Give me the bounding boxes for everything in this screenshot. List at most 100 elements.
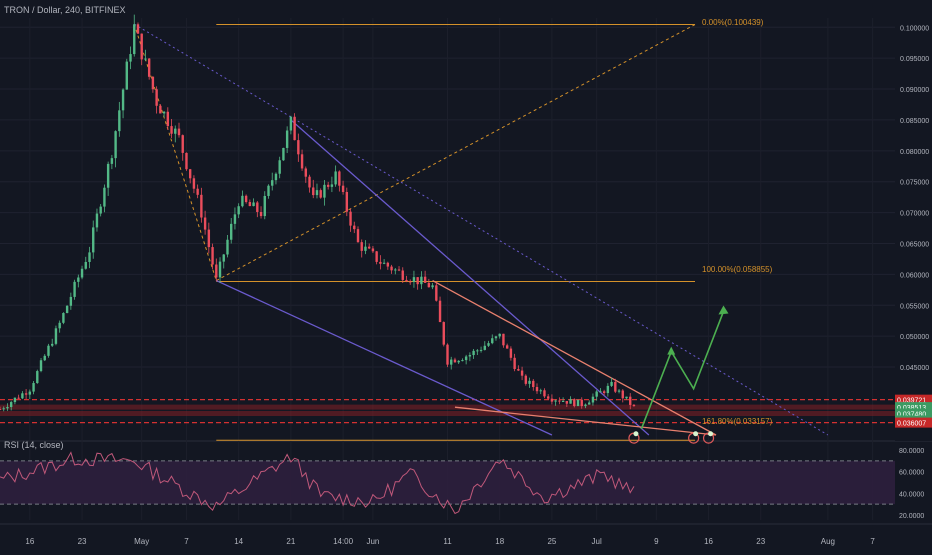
candle-up xyxy=(114,131,117,159)
candle-down xyxy=(517,369,520,371)
candle-down xyxy=(17,397,20,399)
candle-down xyxy=(207,229,211,248)
candle-up xyxy=(252,202,255,207)
candle-down xyxy=(405,279,408,282)
projection-arrowhead xyxy=(718,305,729,315)
candle-up xyxy=(472,350,475,356)
candle-down xyxy=(427,282,431,288)
trendline-channel-upper xyxy=(290,119,650,436)
candle-down xyxy=(140,33,143,60)
candle-up xyxy=(491,338,494,344)
candle-down xyxy=(349,211,352,226)
price-badge xyxy=(895,394,932,405)
rsi-axis: 80.0000 60.0000 40.0000 20.0000 xyxy=(895,442,932,520)
candle-up xyxy=(6,407,9,409)
candle-down xyxy=(379,261,382,264)
candle-down xyxy=(166,111,170,127)
time-tick-label: 23 xyxy=(78,537,87,546)
price-tick-label: 0.055000 xyxy=(900,303,929,310)
candle-down xyxy=(614,381,617,392)
time-tick-label: Jul xyxy=(592,537,602,546)
candle-down xyxy=(159,105,162,114)
rsi-label: RSI (14, close) xyxy=(4,440,64,450)
candle-up xyxy=(576,399,580,407)
candle-down xyxy=(546,396,550,399)
candle-up xyxy=(58,322,61,329)
candle-down xyxy=(602,391,606,394)
candle-up xyxy=(39,360,43,372)
candle-down xyxy=(367,246,371,249)
candle-up xyxy=(162,111,166,114)
candle-down xyxy=(341,185,345,192)
candle-up xyxy=(394,269,397,271)
candle-up xyxy=(233,214,237,224)
time-tick-label: 23 xyxy=(756,537,765,546)
candle-up xyxy=(468,355,472,357)
candle-up xyxy=(334,171,337,185)
candle-down xyxy=(532,380,535,388)
trendline-channel-lower xyxy=(216,279,553,436)
candle-up xyxy=(625,396,628,399)
marker-dot xyxy=(693,431,699,437)
candle-up xyxy=(494,336,498,339)
fib-161-label: 161.80%(0.033157) xyxy=(702,417,773,426)
candle-down xyxy=(297,140,300,155)
projection-path xyxy=(640,311,725,430)
candle-up xyxy=(282,147,285,161)
price-tick-label: 0.050000 xyxy=(900,334,929,341)
candle-down xyxy=(375,251,378,262)
candle-up xyxy=(595,391,598,397)
candle-up xyxy=(412,277,416,283)
candle-up xyxy=(62,313,65,323)
rsi-tick-label: 20.0000 xyxy=(899,513,924,520)
candle-down xyxy=(293,116,296,141)
candle-down xyxy=(438,300,442,323)
candle-up xyxy=(28,391,32,395)
candle-down xyxy=(360,242,363,251)
time-tick-label: 16 xyxy=(704,537,713,546)
trendline-wedge-upper xyxy=(432,279,717,436)
candle-up xyxy=(617,390,621,392)
candle-up xyxy=(174,128,177,134)
candle-down xyxy=(505,345,509,349)
candle-down xyxy=(632,404,636,406)
candle-down xyxy=(203,217,207,230)
candle-up xyxy=(226,239,229,255)
candle-up xyxy=(610,381,613,386)
rsi-line xyxy=(0,451,635,515)
marker-dot xyxy=(633,431,639,437)
time-tick-label: 18 xyxy=(495,537,504,546)
candle-up xyxy=(561,401,565,403)
candle-down xyxy=(345,191,349,212)
candle-down xyxy=(256,202,259,212)
candle-up xyxy=(315,190,319,196)
candle-down xyxy=(520,370,524,376)
candle-up xyxy=(106,163,110,188)
price-badge-label: 0.039721 xyxy=(897,398,926,405)
candle-up xyxy=(51,343,54,346)
candle-up xyxy=(103,187,106,207)
rsi-panel xyxy=(0,451,895,515)
price-tick-label: 0.080000 xyxy=(900,149,929,156)
candle-down xyxy=(435,285,438,301)
candle-down xyxy=(416,277,419,285)
time-tick-label: Jun xyxy=(366,537,379,546)
candle-up xyxy=(323,184,326,198)
candle-up xyxy=(144,58,147,60)
candle-down xyxy=(177,128,181,136)
candle-down xyxy=(543,390,546,397)
trendline-wedge-lower xyxy=(454,406,717,436)
markers xyxy=(628,431,715,444)
price-levels xyxy=(0,399,895,424)
candle-down xyxy=(304,168,307,177)
candle-up xyxy=(479,349,483,351)
price-tick-label: 0.100000 xyxy=(900,25,929,32)
candle-up xyxy=(483,345,486,350)
candle-up xyxy=(420,276,423,285)
trendlines xyxy=(133,23,829,436)
price-tick-label: 0.060000 xyxy=(900,272,929,279)
candle-down xyxy=(513,357,516,370)
candle-down xyxy=(136,24,140,34)
marker-dot xyxy=(708,431,714,437)
